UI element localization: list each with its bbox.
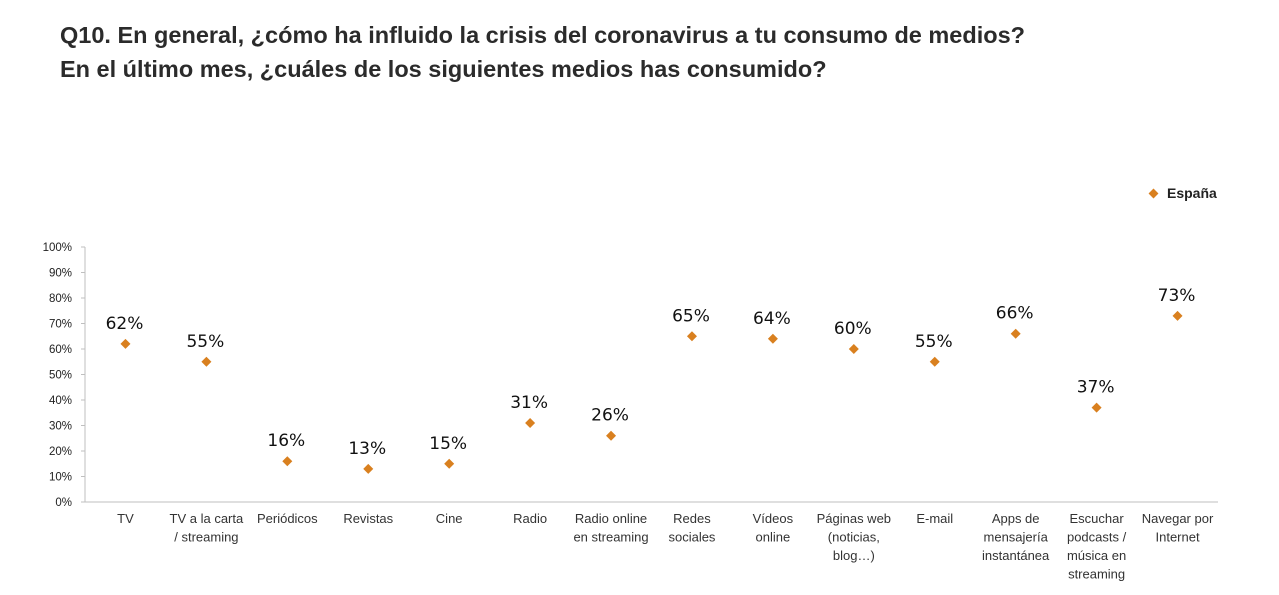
y-tick-label: 0% xyxy=(55,497,72,509)
y-tick-label: 60% xyxy=(49,344,72,356)
data-point-marker xyxy=(848,344,859,354)
x-category-label: Periódicos xyxy=(257,511,318,526)
y-tick-label: 90% xyxy=(49,268,72,280)
x-category-label: Revistas xyxy=(343,511,393,526)
data-label: 66% xyxy=(996,304,1034,324)
data-label: 73% xyxy=(1158,286,1196,306)
x-category-label: Vídeos online xyxy=(753,511,794,545)
data-point-marker xyxy=(201,356,212,367)
data-label: 31% xyxy=(510,393,548,413)
data-label: 16% xyxy=(267,431,305,451)
y-tick-label: 100% xyxy=(43,242,72,254)
x-category-label: E-mail xyxy=(916,511,953,526)
data-point-marker xyxy=(444,458,455,469)
data-label: 26% xyxy=(591,406,629,426)
y-tick-label: 10% xyxy=(49,472,72,484)
data-label: 65% xyxy=(672,306,710,326)
x-category-label: Cine xyxy=(436,511,463,526)
data-point-marker xyxy=(767,333,778,344)
x-category-label: Navegar por Internet xyxy=(1142,511,1214,545)
y-tick-label: 50% xyxy=(49,370,72,382)
data-point-marker xyxy=(1172,310,1183,321)
x-category-label: Radio xyxy=(513,511,547,526)
data-point-marker xyxy=(1010,328,1021,339)
legend: España xyxy=(1148,185,1217,201)
legend-label: España xyxy=(1167,185,1217,201)
data-point-marker xyxy=(1091,402,1102,413)
chart-title-line-1: Q10. En general, ¿cómo ha influido la cr… xyxy=(60,22,1026,48)
data-label: 64% xyxy=(753,309,791,329)
x-category-label: Apps de mensajería instantánea xyxy=(982,511,1050,563)
data-label: 15% xyxy=(429,434,467,454)
y-tick-label: 20% xyxy=(49,446,72,458)
x-category-label: Radio online en streaming xyxy=(573,511,648,545)
data-point-marker xyxy=(525,417,536,428)
data-point-marker xyxy=(120,338,131,349)
data-point-marker xyxy=(686,331,697,342)
data-label: 62% xyxy=(106,314,144,334)
data-point-marker xyxy=(282,456,293,467)
data-label: 13% xyxy=(348,439,386,459)
data-point-marker xyxy=(363,463,374,474)
x-category-label: Redes sociales xyxy=(668,511,715,545)
data-label: 37% xyxy=(1077,378,1115,398)
y-tick-label: 30% xyxy=(49,421,72,433)
data-point-marker xyxy=(606,430,617,441)
x-category-label: Páginas web (noticias, blog…) xyxy=(817,511,891,563)
data-point-marker xyxy=(929,356,940,367)
x-category-label: TV xyxy=(117,511,134,526)
y-tick-label: 70% xyxy=(49,319,72,331)
data-label: 55% xyxy=(915,332,953,352)
chart-title: Q10. En general, ¿cómo ha influido la cr… xyxy=(60,18,1260,86)
data-label: 60% xyxy=(834,319,872,339)
x-category-label: TV a la carta / streaming xyxy=(170,511,244,545)
data-label: 55% xyxy=(186,332,224,352)
y-tick-label: 80% xyxy=(49,293,72,305)
y-tick-label: 40% xyxy=(49,395,72,407)
x-category-label: Escuchar podcasts / música en streaming xyxy=(1067,511,1127,582)
chart-title-line-2: En el último mes, ¿cuáles de los siguien… xyxy=(60,56,827,82)
